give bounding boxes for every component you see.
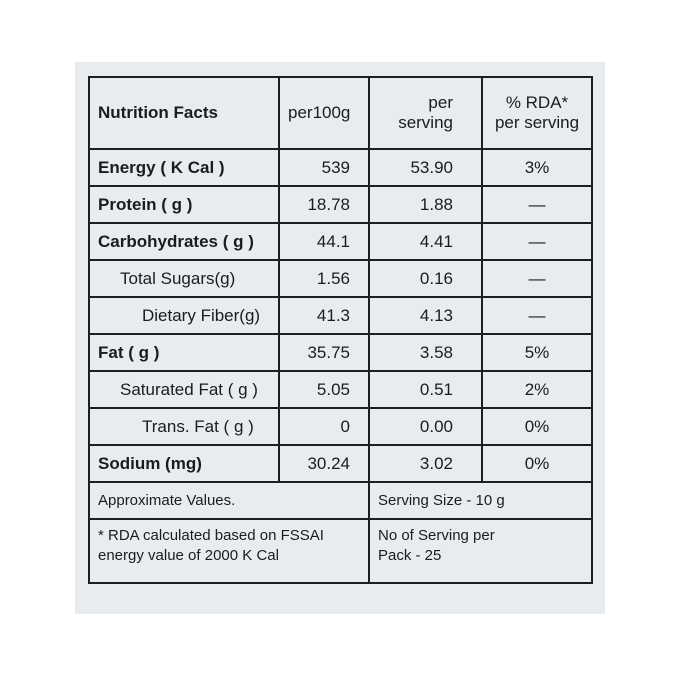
nutrient-value: 0 (278, 407, 370, 446)
footer-row: * RDA calculated based on FSSAI energy v… (88, 518, 593, 584)
header-row: Nutrition Facts per100g per serving% RDA* … (88, 76, 593, 150)
nutrient-row: Dietary Fiber(g) 41.3 4.13— (88, 296, 593, 335)
nutrient-value: 4.41 (368, 222, 483, 261)
nutrient-value: — (481, 222, 593, 261)
nutrient-value: 0.16 (368, 259, 483, 298)
nutrient-row: Trans. Fat ( g ) 0 0.00 0% (88, 407, 593, 446)
nutrient-value: — (481, 296, 593, 335)
nutrient-name: Fat ( g ) (88, 333, 280, 372)
nutrient-value: 3% (481, 148, 593, 187)
nutrient-value: 2% (481, 370, 593, 409)
footer-note: * RDA calculated based on FSSAI energy v… (88, 518, 370, 584)
nutrient-name: Total Sugars(g) (88, 259, 280, 298)
nutrient-value: 44.1 (278, 222, 370, 261)
nutrient-value: 3.02 (368, 444, 483, 483)
nutrient-value: 0% (481, 444, 593, 483)
nutrient-value: 3.58 (368, 333, 483, 372)
nutrient-row: Carbohydrates ( g ) 44.1 4.41— (88, 222, 593, 261)
nutrient-name: Sodium (mg) (88, 444, 280, 483)
footer-note: No of Serving per Pack - 25 (368, 518, 593, 584)
nutrient-name: Trans. Fat ( g ) (88, 407, 280, 446)
header-cell: per100g (278, 76, 370, 150)
nutrient-name: Energy ( K Cal ) (88, 148, 280, 187)
nutrient-row: Protein ( g ) 18.78 1.88— (88, 185, 593, 224)
header-cell: per serving (368, 76, 483, 150)
nutrient-name: Saturated Fat ( g ) (88, 370, 280, 409)
nutrient-value: 18.78 (278, 185, 370, 224)
nutrient-value: 4.13 (368, 296, 483, 335)
header-cell: % RDA* per serving (481, 76, 593, 150)
header-cell: Nutrition Facts (88, 76, 280, 150)
nutrient-value: 0% (481, 407, 593, 446)
footer-note: Approximate Values. (88, 481, 370, 520)
nutrient-value: 5.05 (278, 370, 370, 409)
footer-row: Approximate Values. Serving Size - 10 g (88, 481, 593, 520)
nutrient-row: Energy ( K Cal ) 539 53.90 3% (88, 148, 593, 187)
nutrient-value: — (481, 259, 593, 298)
nutrient-row: Saturated Fat ( g ) 5.05 0.51 2% (88, 370, 593, 409)
nutrient-value: 53.90 (368, 148, 483, 187)
nutrient-value: 35.75 (278, 333, 370, 372)
nutrient-value: 539 (278, 148, 370, 187)
nutrient-value: — (481, 185, 593, 224)
nutrient-value: 1.56 (278, 259, 370, 298)
nutrient-row: Fat ( g ) 35.75 3.58 5% (88, 333, 593, 372)
nutrient-name: Protein ( g ) (88, 185, 280, 224)
nutrient-row: Sodium (mg) 30.24 3.02 0% (88, 444, 593, 483)
footer-note: Serving Size - 10 g (368, 481, 593, 520)
nutrition-table: Nutrition Facts per100g per serving% RDA* … (88, 76, 593, 584)
nutrient-value: 0.51 (368, 370, 483, 409)
nutrient-name: Dietary Fiber(g) (88, 296, 280, 335)
nutrient-value: 0.00 (368, 407, 483, 446)
nutrient-value: 1.88 (368, 185, 483, 224)
nutrient-value: 41.3 (278, 296, 370, 335)
nutrient-row: Total Sugars(g) 1.56 0.16— (88, 259, 593, 298)
nutrient-name: Carbohydrates ( g ) (88, 222, 280, 261)
nutrient-value: 5% (481, 333, 593, 372)
nutrient-value: 30.24 (278, 444, 370, 483)
